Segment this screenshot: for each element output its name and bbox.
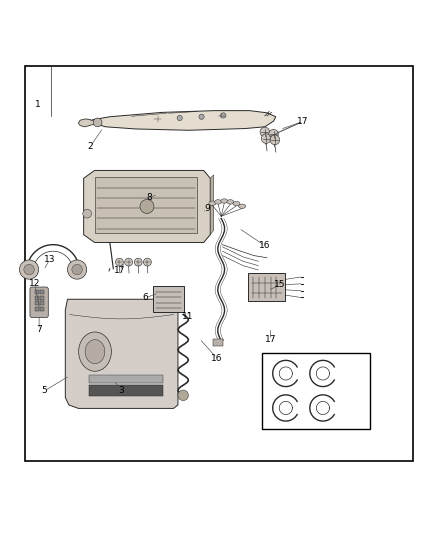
Circle shape: [177, 116, 182, 120]
Circle shape: [261, 134, 271, 143]
Bar: [89, 375, 162, 383]
Polygon shape: [84, 171, 210, 243]
Circle shape: [270, 135, 280, 144]
Text: 17: 17: [265, 335, 276, 344]
Bar: [152, 286, 184, 312]
Bar: [40, 296, 44, 300]
Text: 17: 17: [297, 117, 309, 126]
Text: 3: 3: [118, 386, 124, 395]
Circle shape: [24, 264, 34, 275]
Circle shape: [269, 130, 279, 139]
Ellipse shape: [79, 332, 111, 372]
Circle shape: [93, 118, 102, 127]
Ellipse shape: [215, 200, 222, 204]
Bar: [213, 340, 223, 346]
Circle shape: [125, 258, 133, 266]
Circle shape: [140, 199, 154, 213]
Circle shape: [83, 209, 92, 218]
Text: 5: 5: [42, 386, 47, 395]
Text: 12: 12: [29, 279, 40, 288]
Circle shape: [67, 260, 87, 279]
Text: 13: 13: [44, 255, 55, 264]
Text: 16: 16: [259, 241, 271, 250]
Bar: [262, 352, 370, 429]
Text: 2: 2: [88, 142, 93, 151]
Circle shape: [178, 390, 188, 400]
Ellipse shape: [221, 199, 228, 203]
Ellipse shape: [209, 201, 216, 205]
Circle shape: [260, 127, 270, 137]
Ellipse shape: [239, 204, 246, 208]
FancyBboxPatch shape: [30, 287, 48, 318]
Ellipse shape: [227, 200, 234, 204]
Ellipse shape: [85, 340, 105, 364]
Circle shape: [19, 260, 39, 279]
Bar: [89, 385, 162, 396]
Text: 17: 17: [114, 266, 125, 276]
Text: 15: 15: [274, 280, 286, 289]
Polygon shape: [210, 175, 214, 235]
Text: 11: 11: [182, 312, 193, 321]
Bar: [35, 296, 39, 300]
FancyBboxPatch shape: [248, 273, 286, 302]
Bar: [35, 302, 39, 305]
Text: 1: 1: [35, 100, 41, 109]
Bar: [40, 302, 44, 305]
Bar: [95, 177, 197, 233]
Bar: [35, 290, 39, 294]
Text: 16: 16: [211, 354, 223, 362]
Polygon shape: [65, 299, 178, 408]
Circle shape: [199, 114, 204, 119]
Bar: [40, 307, 44, 311]
Text: 7: 7: [36, 325, 42, 334]
Circle shape: [72, 264, 82, 275]
Text: 6: 6: [143, 294, 148, 302]
Circle shape: [144, 258, 151, 266]
Circle shape: [221, 113, 226, 118]
Polygon shape: [78, 119, 97, 127]
Polygon shape: [90, 111, 276, 130]
Bar: [40, 290, 44, 294]
Bar: [25, 66, 413, 461]
Bar: [35, 307, 39, 311]
Text: 8: 8: [146, 193, 152, 202]
Circle shape: [134, 258, 142, 266]
Text: 9: 9: [204, 204, 210, 213]
Circle shape: [116, 258, 124, 266]
Ellipse shape: [233, 201, 240, 206]
